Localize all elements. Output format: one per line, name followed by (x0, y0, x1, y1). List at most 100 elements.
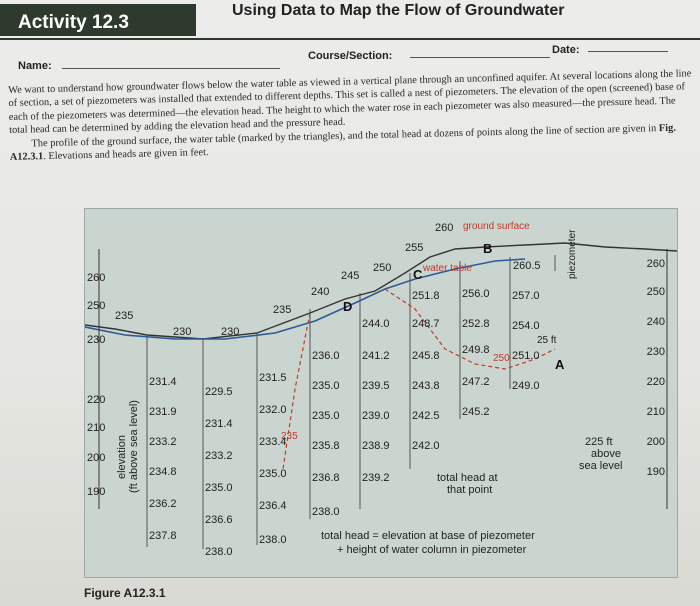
head-value: 235.0 (205, 482, 233, 494)
date-label: Date: (552, 44, 580, 56)
equipotential-250 (384, 288, 556, 370)
head-value: 241.2 (362, 350, 390, 362)
right-tick-label: 210 (647, 406, 665, 418)
head-value: 249.8 (462, 344, 490, 356)
surface-label: 240 (311, 286, 329, 298)
surface-label: 245 (341, 270, 359, 282)
piezometer-label: piezometer (567, 229, 578, 279)
left-tick-label: 230 (87, 334, 105, 346)
paragraph-2-end: . Elevations and heads are given in feet… (43, 147, 209, 163)
right-tick-label: 250 (647, 286, 665, 298)
right-tick-label: 240 (647, 316, 665, 328)
contour-label-235: 235 (281, 431, 298, 442)
surface-label: 235 (115, 310, 133, 322)
head-value: 234.8 (149, 466, 177, 478)
name-field[interactable] (62, 68, 280, 69)
left-tick-label: 220 (87, 394, 105, 406)
head-value: 244.0 (362, 318, 390, 330)
annotation-labels: ground surface water table 250 235 (281, 221, 530, 442)
station-b: B (483, 241, 492, 256)
course-label: Course/Section: (308, 50, 393, 62)
activity-number: Activity 12.3 (18, 12, 129, 33)
head-value: 236.0 (312, 350, 340, 362)
equipotential-235 (282, 312, 311, 470)
water-table-label: water table (422, 263, 472, 274)
head-value: 247.2 (462, 376, 490, 388)
left-axis-title: elevation (ft above sea level) (116, 400, 140, 493)
axis-title: elevation (116, 435, 128, 479)
right-tick-label: 220 (647, 376, 665, 388)
head-value: 251.8 (412, 290, 440, 302)
note-line: total head at (437, 472, 498, 484)
activity-banner: Activity 12.3 (0, 4, 196, 36)
head-value: 231.5 (259, 372, 287, 384)
head-value: 256.0 (462, 288, 490, 300)
surface-elevation-labels: 235 230 230 235 240 245 250 255 260 260.… (115, 222, 541, 338)
total-head-values: 231.4 231.9 233.2 234.8 236.2 237.8 229.… (149, 288, 540, 558)
activity-title: Using Data to Map the Flow of Groundwate… (232, 2, 565, 19)
head-value: 229.5 (205, 386, 233, 398)
left-tick-label: 200 (87, 452, 105, 464)
head-value: 254.0 (512, 320, 540, 332)
name-label: Name: (18, 60, 52, 72)
head-value: 236.8 (312, 472, 340, 484)
head-value: 239.0 (362, 410, 390, 422)
water-table-line (85, 258, 526, 340)
head-value: 237.8 (149, 530, 177, 542)
head-value: 249.0 (512, 380, 540, 392)
head-value: 235.0 (312, 380, 340, 392)
total-head-note: total head at that point (437, 472, 498, 496)
head-value: 251.0 (512, 350, 540, 362)
course-field[interactable] (410, 57, 550, 58)
left-tick-label: 260 (87, 272, 105, 284)
surface-label: 250 (373, 262, 391, 274)
contour-label-250: 250 (493, 353, 510, 364)
station-c: C (413, 267, 423, 282)
note-225ft: 225 ft above sea level (579, 436, 622, 472)
surface-label: 230 (221, 326, 239, 338)
ground-surface-label: ground surface (463, 221, 530, 232)
left-tick-label: 210 (87, 422, 105, 434)
head-value: 231.4 (205, 418, 233, 430)
head-value: 233.2 (205, 450, 233, 462)
head-value: 239.2 (362, 472, 390, 484)
head-value: 242.0 (412, 440, 440, 452)
head-value: 233.4 (259, 436, 287, 448)
head-value: 248.7 (412, 318, 440, 330)
surface-label: 255 (405, 242, 423, 254)
figure-panel: 260 250 230 220 210 200 190 elevation (f… (84, 208, 678, 578)
head-value: 236.4 (259, 500, 287, 512)
head-value: 238.0 (312, 506, 340, 518)
head-value: 238.0 (205, 546, 233, 558)
head-value: 232.0 (259, 404, 287, 416)
head-value: 235.0 (259, 468, 287, 480)
note-25ft: 25 ft (537, 335, 557, 346)
station-d: D (343, 299, 352, 314)
left-tick-label: 250 (87, 300, 105, 312)
head-value: 252.8 (462, 318, 490, 330)
formula-line: + height of water column in piezometer (337, 544, 527, 556)
note-line: 225 ft (585, 436, 613, 448)
head-value: 238.9 (362, 440, 390, 452)
left-axis-labels: 260 250 230 220 210 200 190 (87, 272, 105, 498)
surface-label: 235 (273, 304, 291, 316)
station-letters: B C D A (343, 241, 565, 372)
cross-section-diagram: 260 250 230 220 210 200 190 elevation (f… (85, 221, 677, 558)
head-value: 231.4 (149, 376, 177, 388)
head-value: 235.8 (312, 440, 340, 452)
left-tick-label: 190 (87, 486, 105, 498)
head-value: 242.5 (412, 410, 440, 422)
head-value: 243.8 (412, 380, 440, 392)
surface-label: 230 (173, 326, 191, 338)
note-line: that point (447, 484, 492, 496)
head-value: 238.0 (259, 534, 287, 546)
head-value: 233.2 (149, 436, 177, 448)
head-value: 245.2 (462, 406, 490, 418)
right-tick-label: 260 (647, 258, 665, 270)
surface-label: 260.5 (513, 260, 541, 272)
axis-subtitle: (ft above sea level) (128, 400, 140, 493)
head-value: 236.2 (149, 498, 177, 510)
ground-surface-line (85, 242, 677, 340)
date-field[interactable] (588, 51, 668, 52)
right-tick-label: 230 (647, 346, 665, 358)
